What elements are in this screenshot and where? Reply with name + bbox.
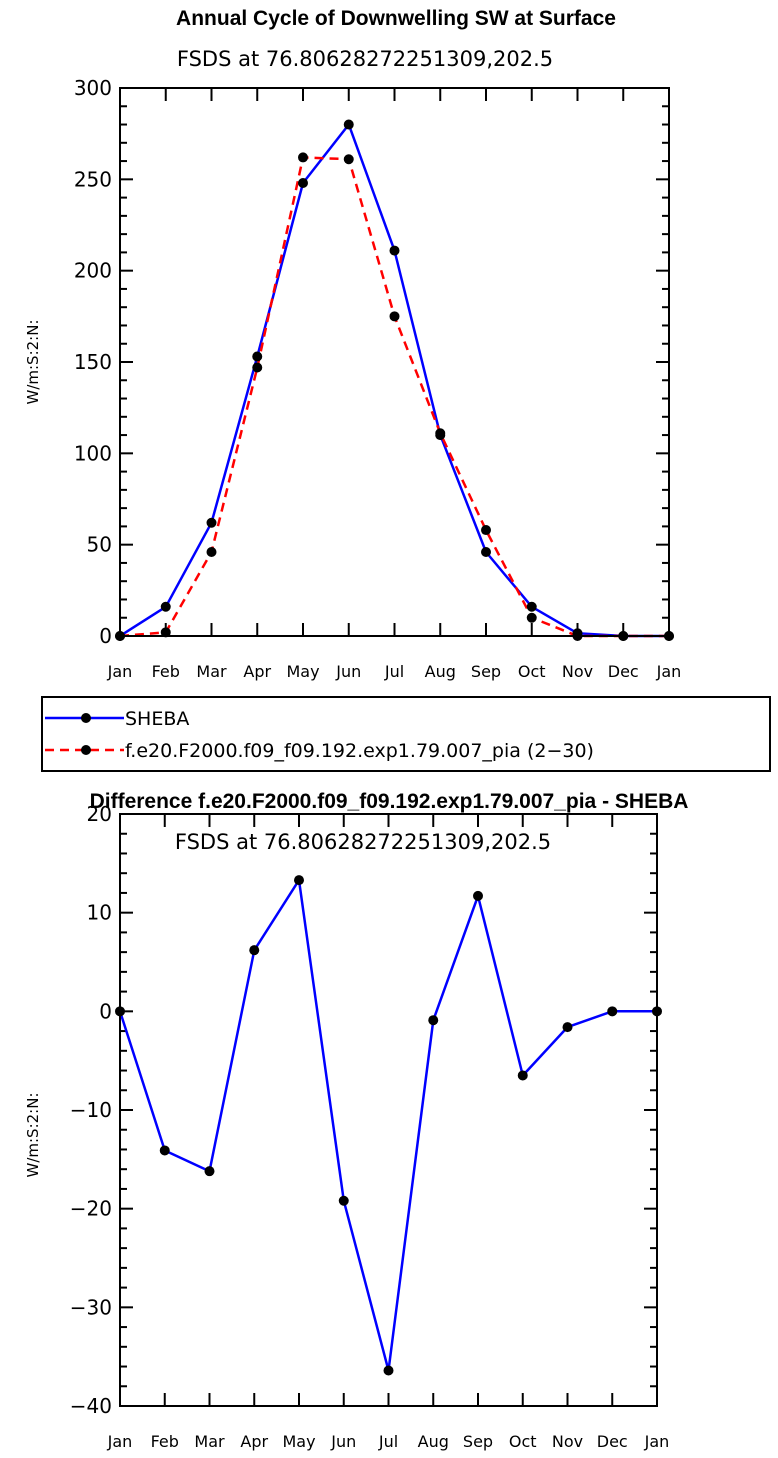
data-point <box>204 1166 215 1177</box>
data-point <box>517 1070 528 1081</box>
data-point <box>298 177 308 188</box>
data-point <box>428 1015 439 1026</box>
y-tick-label: −30 <box>70 1295 112 1319</box>
chart2-title: Difference f.e20.F2000.f09_f09.192.exp1.… <box>90 790 689 813</box>
y-tick-label: −20 <box>70 1197 112 1221</box>
plot-frame <box>119 813 658 1407</box>
y-tick-label: 0 <box>99 999 112 1023</box>
series-line-0 <box>118 878 657 1372</box>
x-tick-label: Jan <box>107 1432 133 1451</box>
x-tick-label: Aug <box>425 662 456 681</box>
chart1-legend: SHEBA f.e20.F2000.f09_f09.192.exp1.79.00… <box>41 696 771 772</box>
y-tick-label: −10 <box>70 1098 112 1122</box>
data-point <box>607 1006 618 1017</box>
data-point <box>562 1022 573 1033</box>
legend-marker-sheba <box>81 713 91 723</box>
data-point <box>343 119 354 130</box>
data-point <box>160 601 171 612</box>
data-point <box>526 612 537 623</box>
y-tick-label: 250 <box>74 167 112 191</box>
y-tick-label: −40 <box>70 1394 112 1418</box>
y-tick-label: 300 <box>74 76 112 100</box>
x-tick-label: Jan <box>107 662 133 681</box>
chart2-subtitle: FSDS at 76.80628272251309,202.5 <box>175 830 551 854</box>
x-tick-label: Jun <box>330 1432 356 1451</box>
data-point <box>252 362 263 373</box>
x-tick-label: Jul <box>384 662 404 681</box>
data-point <box>294 875 304 886</box>
x-tick-label: Oct <box>509 1432 537 1451</box>
x-tick-label: Mar <box>196 662 227 681</box>
plot-frame <box>119 87 670 637</box>
x-tick-label: Nov <box>562 662 593 681</box>
y-tick-label: 50 <box>87 533 112 557</box>
chart1-title: Annual Cycle of Downwelling SW at Surfac… <box>176 7 616 30</box>
x-tick-label: Feb <box>152 662 180 681</box>
chart1-y-axis-label: W/m:S:2:N: <box>24 320 42 405</box>
chart1-subtitle: FSDS at 76.80628272251309,202.5 <box>177 47 553 71</box>
chart1-plot-area: 0 50 100 150 200 250 300 Jan Feb Mar Apr May Jun Jul A… <box>74 76 682 681</box>
x-tick-label: Aug <box>418 1432 449 1451</box>
x-tick-label: May <box>282 1432 315 1451</box>
y-tick-label: 0 <box>99 624 112 648</box>
x-tick-label: Apr <box>240 1432 268 1451</box>
data-point <box>481 546 491 557</box>
x-tick-label: Jan <box>644 1432 670 1451</box>
data-point <box>389 245 400 256</box>
x-tick-label: Jan <box>656 662 682 681</box>
series-line-1 <box>119 156 669 638</box>
legend-label-sheba: SHEBA <box>125 708 189 730</box>
x-tick-label: Sep <box>471 662 501 681</box>
y-tick-label: 20 <box>87 802 112 826</box>
data-point <box>389 311 400 322</box>
data-point <box>338 1195 349 1206</box>
data-point <box>435 428 446 439</box>
legend-marker-model <box>81 745 91 755</box>
chart2-y-axis-label: W/m:S:2:N: <box>24 1093 42 1178</box>
y-tick-label: 10 <box>87 901 112 925</box>
data-point <box>160 627 171 638</box>
data-point <box>159 1145 170 1156</box>
y-tick-label: 150 <box>74 350 112 374</box>
x-tick-label: Dec <box>608 662 639 681</box>
data-point <box>206 517 217 528</box>
x-tick-label: Apr <box>243 662 271 681</box>
x-tick-label: Jun <box>335 662 361 681</box>
data-point <box>343 154 354 165</box>
series-line-0 <box>119 123 669 638</box>
y-tick-label: 100 <box>74 441 112 465</box>
data-point <box>473 890 483 901</box>
x-tick-label: Sep <box>463 1432 493 1451</box>
data-point <box>249 945 260 956</box>
x-tick-label: May <box>286 662 319 681</box>
data-point <box>383 1365 394 1376</box>
data-point <box>298 152 308 163</box>
x-tick-label: Feb <box>151 1432 179 1451</box>
x-tick-label: Oct <box>518 662 546 681</box>
x-tick-label: Dec <box>597 1432 628 1451</box>
data-point <box>252 351 263 362</box>
x-tick-label: Jul <box>378 1432 398 1451</box>
legend-label-model: f.e20.F2000.f09_f09.192.exp1.79.007_pia … <box>125 740 594 762</box>
x-tick-label: Nov <box>552 1432 583 1451</box>
chart2-plot-area: −40 −30 −20 −10 0 10 20 Jan Feb Mar Apr May Jun Jul Au… <box>70 802 670 1451</box>
y-tick-label: 200 <box>74 259 112 283</box>
data-point <box>526 601 537 612</box>
data-point <box>481 525 491 536</box>
data-point <box>206 546 217 557</box>
x-tick-label: Mar <box>194 1432 225 1451</box>
